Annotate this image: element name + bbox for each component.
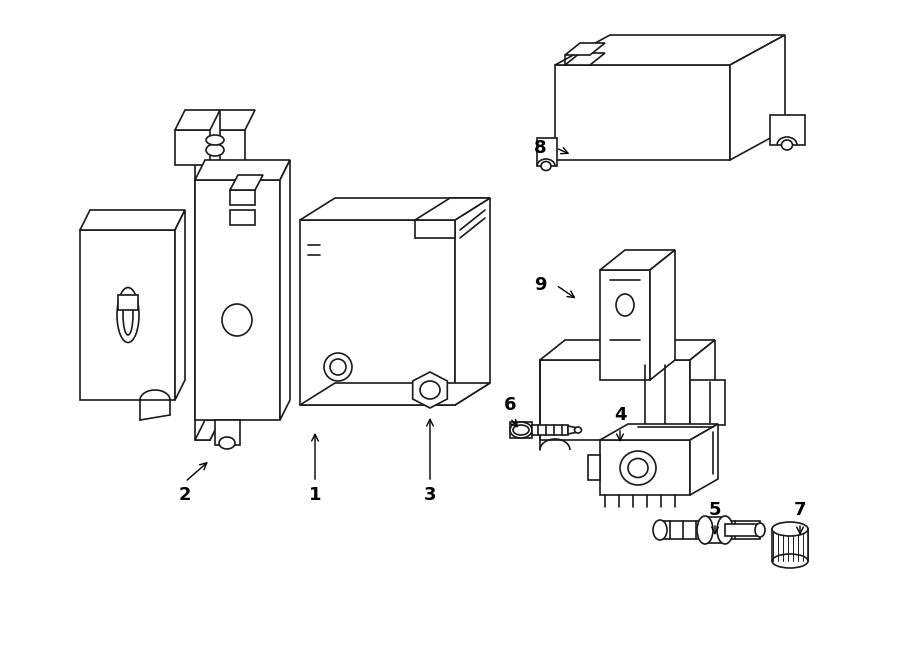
Polygon shape	[568, 426, 578, 434]
Ellipse shape	[219, 437, 235, 449]
Polygon shape	[413, 372, 447, 408]
Text: 4: 4	[614, 406, 626, 424]
Polygon shape	[175, 210, 185, 400]
Polygon shape	[415, 198, 490, 220]
Ellipse shape	[420, 381, 440, 399]
Polygon shape	[195, 130, 210, 440]
Polygon shape	[532, 425, 568, 435]
Polygon shape	[730, 35, 785, 160]
Polygon shape	[300, 220, 455, 405]
Ellipse shape	[117, 288, 139, 342]
Ellipse shape	[222, 304, 252, 336]
Ellipse shape	[324, 353, 352, 381]
Ellipse shape	[697, 516, 713, 544]
Polygon shape	[565, 53, 605, 65]
Ellipse shape	[206, 135, 224, 145]
Polygon shape	[175, 110, 255, 130]
Polygon shape	[230, 210, 255, 225]
Polygon shape	[537, 138, 557, 166]
Polygon shape	[600, 250, 675, 270]
Polygon shape	[600, 270, 650, 380]
Polygon shape	[690, 340, 715, 440]
Ellipse shape	[510, 422, 532, 438]
Ellipse shape	[717, 516, 733, 544]
Polygon shape	[660, 521, 760, 539]
Polygon shape	[80, 210, 185, 230]
Text: 8: 8	[534, 139, 546, 157]
Ellipse shape	[755, 523, 765, 537]
Polygon shape	[650, 250, 675, 380]
Ellipse shape	[541, 161, 551, 171]
Ellipse shape	[781, 140, 793, 150]
Polygon shape	[175, 130, 245, 165]
Polygon shape	[588, 455, 600, 480]
Ellipse shape	[653, 520, 667, 540]
Polygon shape	[510, 422, 532, 438]
Polygon shape	[725, 524, 760, 536]
Polygon shape	[300, 198, 490, 220]
Text: 2: 2	[179, 486, 191, 504]
Polygon shape	[230, 190, 255, 205]
Ellipse shape	[123, 295, 133, 335]
Ellipse shape	[574, 427, 581, 433]
Ellipse shape	[513, 425, 529, 435]
Polygon shape	[118, 295, 138, 310]
Polygon shape	[195, 180, 280, 420]
Text: 6: 6	[504, 396, 517, 414]
Polygon shape	[540, 340, 715, 360]
Ellipse shape	[616, 294, 634, 316]
Polygon shape	[195, 420, 220, 440]
Ellipse shape	[772, 522, 808, 536]
Ellipse shape	[772, 554, 808, 568]
Ellipse shape	[330, 359, 346, 375]
Polygon shape	[770, 115, 805, 145]
Polygon shape	[300, 383, 490, 405]
Polygon shape	[600, 424, 718, 440]
Polygon shape	[540, 360, 690, 440]
Polygon shape	[215, 420, 240, 445]
Polygon shape	[80, 230, 175, 400]
Polygon shape	[705, 517, 725, 543]
Polygon shape	[690, 380, 725, 425]
Polygon shape	[772, 529, 808, 561]
Polygon shape	[415, 220, 455, 238]
Text: 3: 3	[424, 486, 436, 504]
Polygon shape	[195, 160, 290, 180]
Polygon shape	[565, 43, 605, 55]
Ellipse shape	[628, 459, 648, 477]
Polygon shape	[230, 175, 263, 190]
Ellipse shape	[620, 451, 656, 485]
Polygon shape	[210, 110, 220, 440]
Text: 1: 1	[309, 486, 321, 504]
Polygon shape	[555, 35, 785, 65]
Ellipse shape	[206, 144, 224, 156]
Text: 9: 9	[534, 276, 546, 294]
Polygon shape	[600, 440, 690, 495]
Polygon shape	[455, 198, 490, 405]
Text: 5: 5	[709, 501, 721, 519]
Polygon shape	[280, 160, 290, 420]
Polygon shape	[690, 424, 718, 495]
Polygon shape	[555, 65, 730, 160]
Text: 7: 7	[794, 501, 806, 519]
